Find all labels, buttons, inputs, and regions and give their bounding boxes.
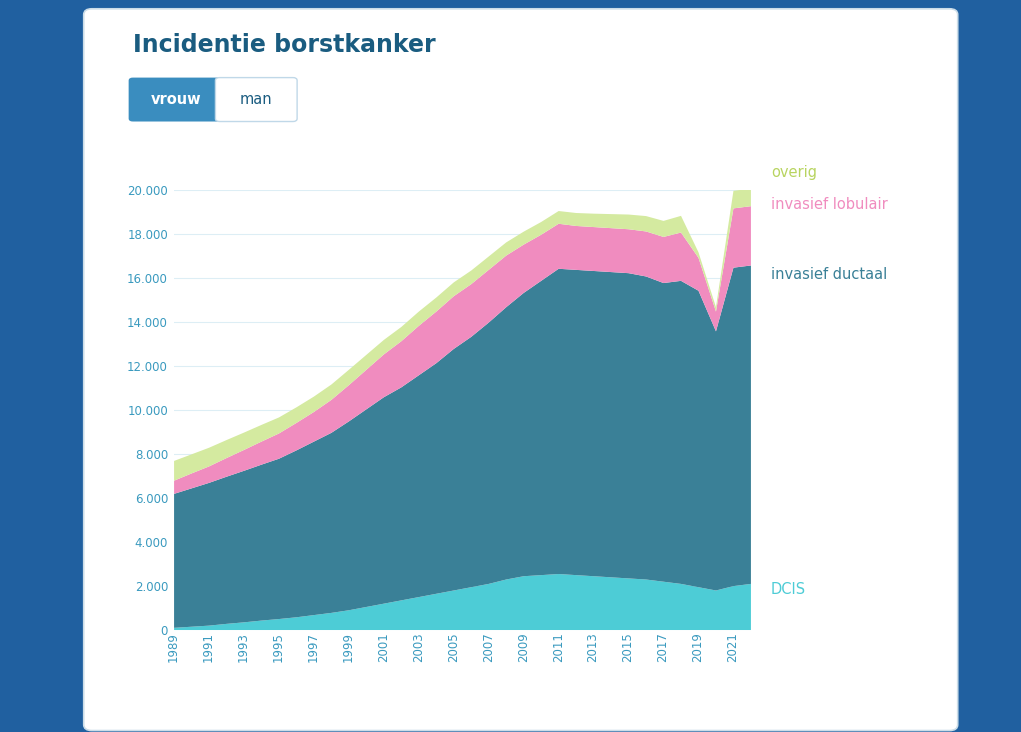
Text: invasief lobulair: invasief lobulair xyxy=(771,198,887,212)
FancyBboxPatch shape xyxy=(129,78,224,122)
Text: vrouw: vrouw xyxy=(151,92,201,107)
FancyBboxPatch shape xyxy=(215,78,297,122)
Text: 1989-2022: 1989-2022 xyxy=(133,77,224,95)
Text: man: man xyxy=(240,92,273,107)
Text: Incidentie borstkanker: Incidentie borstkanker xyxy=(133,33,435,57)
Text: overig: overig xyxy=(771,165,817,179)
FancyBboxPatch shape xyxy=(84,9,958,731)
Text: DCIS: DCIS xyxy=(771,582,806,597)
Text: invasief ductaal: invasief ductaal xyxy=(771,267,887,282)
